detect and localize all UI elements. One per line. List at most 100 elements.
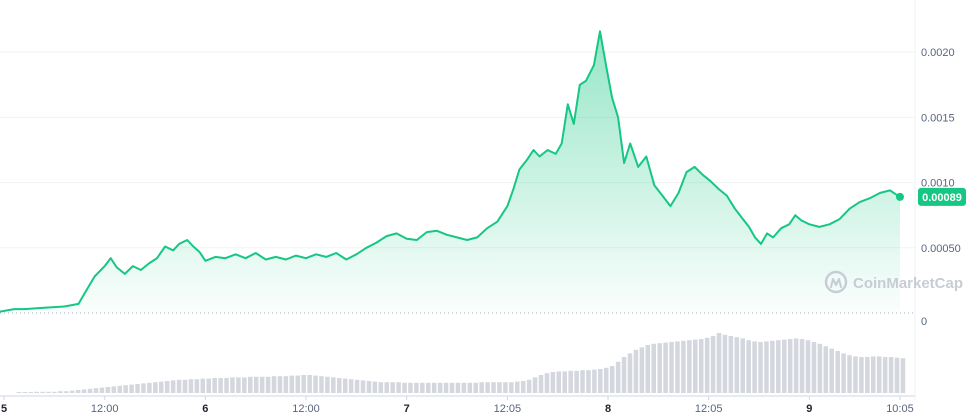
x-tick-label: 5 (1, 403, 7, 415)
volume-bar (99, 387, 105, 393)
watermark-text: CoinMarketCap (853, 275, 963, 292)
volume-bar (592, 369, 597, 393)
volume-bar (449, 382, 455, 393)
volume-bar (147, 382, 152, 393)
volume-bar (829, 348, 834, 393)
volume-bar (455, 382, 461, 393)
volume-bar (16, 392, 22, 393)
volume-bar (289, 375, 295, 393)
volume-bars (16, 333, 906, 393)
volume-bar (206, 378, 211, 393)
volume-bar (693, 339, 698, 393)
grid-lines (0, 0, 916, 400)
volume-bar (111, 386, 117, 393)
volume-bar (414, 382, 419, 393)
volume-bar (509, 382, 514, 393)
volume-bar (776, 340, 781, 393)
volume-bar (408, 382, 413, 393)
volume-bar (93, 388, 99, 393)
volume-bar (301, 375, 306, 393)
volume-bar (633, 349, 639, 393)
volume-bar (426, 382, 431, 393)
volume-bar (224, 378, 229, 393)
volume-bar (372, 381, 378, 393)
volume-bar (704, 337, 710, 393)
volume-bar (544, 373, 550, 393)
volume-bar (871, 356, 876, 393)
y-tick-label: 0 (921, 316, 927, 328)
volume-bar (105, 387, 111, 393)
volume-bar (277, 376, 283, 393)
volume-bar (841, 353, 846, 393)
y-tick-label: 0.00050 (921, 243, 961, 255)
volume-bar (758, 342, 763, 393)
volume-bar (888, 357, 894, 393)
volume-bar (580, 370, 585, 393)
volume-bar (853, 356, 858, 393)
volume-bar (503, 382, 508, 393)
volume-bar (526, 379, 532, 393)
volume-bar (384, 382, 389, 393)
x-tick-label: 9 (806, 403, 812, 415)
price-line[interactable] (0, 30, 901, 313)
x-tick-label: 12:00 (91, 403, 119, 415)
volume-bar (651, 343, 656, 393)
x-tick-label: 8 (605, 403, 611, 415)
volume-bar (360, 380, 366, 393)
volume-bar (556, 371, 562, 393)
volume-bar (22, 392, 28, 393)
current-price-dot[interactable] (895, 192, 904, 201)
volume-bar (793, 338, 799, 393)
volume-bar (28, 392, 33, 393)
price-area (0, 31, 900, 314)
volume-bar (236, 377, 241, 393)
volume-bar (259, 376, 265, 393)
volume-bar (615, 361, 621, 393)
y-tick-label: 0.0015 (921, 112, 955, 124)
volume-bar (770, 340, 775, 393)
volume-bar (728, 336, 734, 393)
volume-bar (621, 357, 627, 393)
volume-bar (568, 370, 573, 393)
volume-bar (787, 339, 793, 393)
volume-bar (604, 367, 609, 393)
volume-bar (764, 341, 769, 393)
volume-bar (87, 388, 93, 393)
volume-bar (687, 340, 692, 393)
volume-bar (307, 375, 312, 393)
volume-bar (627, 353, 633, 393)
coinmarketcap-logo-icon (824, 270, 848, 294)
volume-bar (473, 382, 478, 393)
volume-bar (586, 370, 591, 393)
volume-bar (532, 377, 538, 393)
volume-bar (431, 382, 437, 393)
volume-bar (461, 382, 467, 393)
volume-bar (740, 338, 745, 393)
volume-bar (182, 379, 188, 393)
volume-bar (835, 351, 840, 393)
volume-bar (669, 342, 674, 393)
volume-bar (200, 378, 206, 393)
volume-bar (609, 366, 615, 393)
volume-bar (313, 375, 318, 393)
coinmarketcap-watermark: CoinMarketCap (824, 270, 963, 294)
volume-bar (342, 378, 348, 393)
current-price-label: 0.00089 (922, 192, 962, 204)
x-tick-label: 12:05 (695, 403, 723, 415)
volume-bar (811, 342, 817, 393)
volume-bar (265, 376, 271, 393)
volume-bar (734, 337, 740, 393)
y-tick-label: 0.0010 (921, 178, 955, 190)
volume-bar (194, 379, 200, 393)
volume-bar (319, 376, 324, 393)
volume-bar (645, 345, 651, 393)
volume-bar (420, 382, 425, 393)
x-tick-label: 7 (404, 403, 410, 415)
volume-bar (894, 357, 900, 393)
volume-bar (129, 384, 134, 393)
volume-bar (117, 385, 122, 393)
y-tick-label: 0.0020 (921, 47, 955, 59)
x-axis-ticks: 5 12:00 6 12:00 7 12:05 8 12:05 9 10:05 (1, 396, 914, 415)
volume-bar (242, 377, 247, 393)
